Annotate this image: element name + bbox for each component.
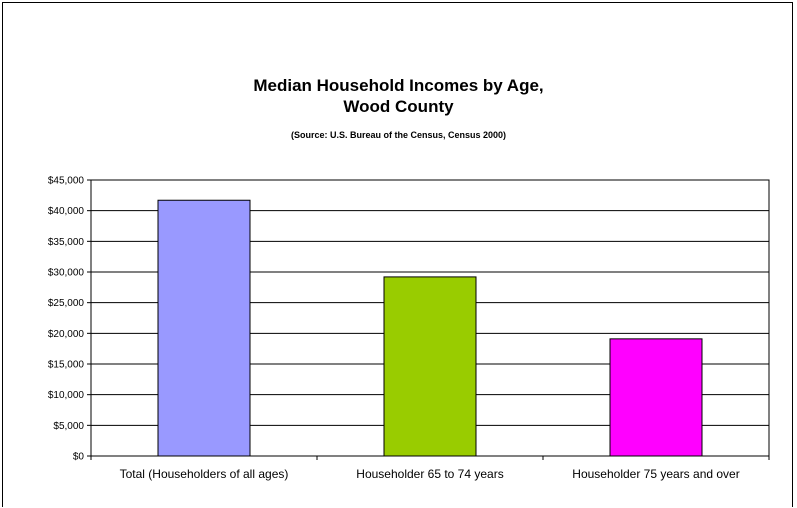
y-tick-label: $5,000	[53, 421, 84, 432]
y-tick-label: $35,000	[48, 237, 85, 248]
y-tick-label: $30,000	[48, 268, 85, 279]
x-category-label: Householder 65 to 74 years	[356, 467, 503, 481]
chart-title-line2: Wood County	[343, 97, 454, 116]
x-category-label: Householder 75 years and over	[572, 467, 739, 481]
bar	[383, 276, 477, 457]
chart-subtitle: (Source: U.S. Bureau of the Census, Cens…	[290, 130, 507, 140]
x-category-label: Total (Householders of all ages)	[120, 467, 289, 481]
y-tick-label: $25,000	[48, 298, 85, 309]
y-tick-label: $20,000	[48, 329, 85, 340]
y-tick-label: $40,000	[48, 206, 85, 217]
y-tick-label: $0	[73, 452, 85, 463]
y-tick-label: $10,000	[48, 390, 85, 401]
y-tick-label: $45,000	[48, 176, 85, 187]
bar	[609, 338, 703, 457]
y-tick-label: $15,000	[48, 360, 85, 371]
chart-title: Median Household Incomes by Age,	[253, 76, 544, 95]
bar	[157, 199, 251, 457]
